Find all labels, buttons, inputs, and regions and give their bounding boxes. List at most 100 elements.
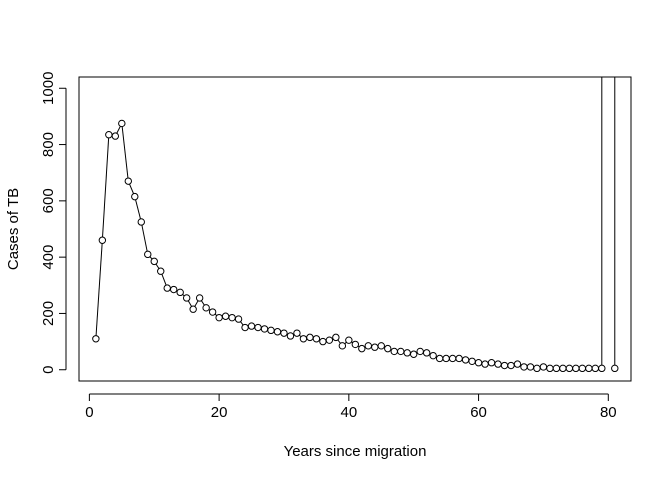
data-point	[390, 347, 398, 356]
data-point	[481, 360, 489, 368]
data-point	[520, 363, 528, 371]
data-point	[306, 333, 314, 342]
data-point	[416, 347, 424, 356]
data-point	[221, 312, 230, 320]
x-axis-label: Years since migration	[284, 443, 427, 460]
data-point	[182, 294, 191, 302]
data-point	[118, 119, 126, 128]
data-point	[260, 325, 269, 333]
data-point	[565, 364, 574, 373]
data-point	[254, 323, 262, 332]
data-point	[332, 333, 340, 342]
data-point	[176, 288, 184, 297]
series-line-segment	[134, 196, 142, 223]
data-point	[351, 340, 360, 349]
data-point	[358, 344, 366, 353]
y-tick-label: 0	[40, 366, 57, 374]
data-point	[494, 360, 502, 368]
data-point	[585, 364, 593, 373]
data-point	[241, 323, 249, 332]
series-line-segment	[101, 134, 110, 241]
data-point	[559, 364, 567, 373]
data-point	[286, 332, 295, 340]
series-line-segment	[140, 221, 149, 255]
data-point	[131, 192, 139, 201]
data-point	[189, 305, 197, 313]
data-point	[124, 177, 132, 185]
data-point	[267, 326, 275, 335]
data-point	[384, 344, 392, 353]
data-point	[137, 218, 145, 226]
y-axis: 0 200 400 600 800 1000	[40, 72, 67, 374]
x-tick-label: 20	[211, 404, 228, 421]
series-line-segment	[95, 240, 103, 339]
data-point	[98, 236, 107, 244]
data-point	[195, 294, 204, 302]
x-tick-label: 80	[600, 404, 617, 421]
data-point	[429, 351, 437, 360]
data-point	[435, 354, 444, 363]
x-tick-label: 40	[340, 404, 357, 421]
data-point	[338, 342, 347, 350]
data-point	[474, 359, 483, 367]
data-point	[487, 359, 496, 367]
y-tick-label: 200	[40, 301, 57, 326]
data-point	[526, 363, 535, 371]
y-tick-label: 1000	[40, 72, 57, 105]
x-tick-label: 60	[470, 404, 487, 421]
data-point	[312, 335, 321, 343]
data-point	[202, 304, 210, 312]
data-point	[299, 335, 308, 343]
data-point	[552, 364, 561, 373]
data-point	[410, 350, 418, 358]
data-point	[170, 285, 178, 294]
data-point	[273, 328, 282, 336]
plot-layer	[92, 77, 619, 373]
data-point	[364, 342, 372, 350]
data-point	[345, 336, 353, 344]
data-point	[208, 308, 217, 316]
data-point	[371, 343, 379, 351]
data-point	[247, 322, 256, 330]
data-point	[377, 342, 385, 350]
data-point	[513, 360, 522, 368]
data-point	[422, 349, 431, 357]
x-tick-label: 0	[85, 404, 93, 421]
data-point	[397, 347, 405, 356]
data-point	[105, 131, 113, 139]
data-point	[92, 335, 100, 343]
series-line-segment	[121, 123, 129, 182]
data-point	[591, 364, 600, 373]
data-point	[448, 354, 457, 363]
data-point	[234, 315, 243, 323]
data-point	[111, 132, 120, 140]
data-point	[442, 354, 450, 363]
data-point	[539, 363, 548, 371]
data-point	[319, 337, 327, 346]
data-point	[611, 364, 619, 373]
data-point	[280, 329, 288, 337]
y-tick-label: 600	[40, 188, 57, 213]
data-point	[533, 364, 541, 373]
y-tick-label: 400	[40, 245, 57, 270]
data-point	[468, 357, 476, 365]
data-point	[461, 356, 470, 364]
data-point	[455, 354, 463, 363]
data-point	[325, 336, 334, 344]
data-point	[578, 364, 587, 373]
data-point	[507, 361, 515, 370]
data-point	[157, 267, 165, 275]
data-point	[215, 313, 223, 322]
data-point	[163, 284, 171, 292]
data-point	[293, 329, 301, 337]
data-point	[572, 364, 580, 373]
x-axis: 0 20 40 60 80	[85, 393, 617, 421]
y-tick-label: 800	[40, 132, 57, 157]
data-point	[150, 257, 158, 266]
data-point	[403, 349, 411, 357]
data-point	[598, 364, 606, 373]
data-point	[228, 313, 236, 322]
plot-frame	[78, 76, 632, 382]
